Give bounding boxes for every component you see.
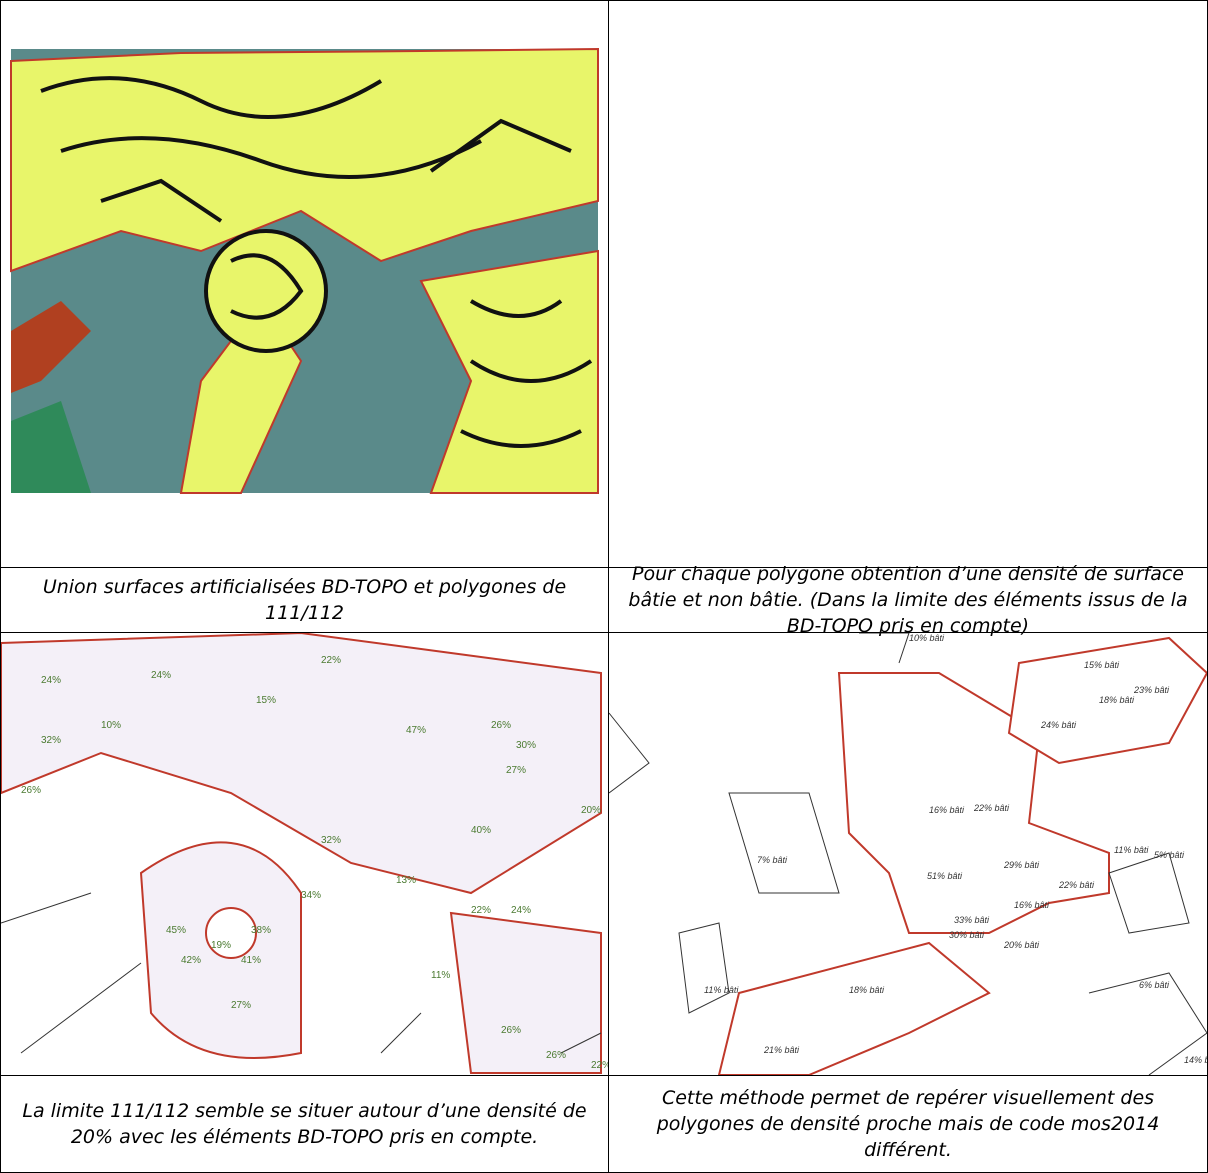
map-label: 22% xyxy=(321,655,341,666)
map-label: 6% bâti xyxy=(1139,980,1170,990)
map-label: 11% bâti xyxy=(704,985,739,995)
map-label: 18% bâti xyxy=(849,985,885,995)
map-label: 11% bâti xyxy=(1114,845,1149,855)
map-label: 18% bâti xyxy=(1099,695,1135,705)
map-label: 20% bâti xyxy=(1003,940,1040,950)
map-density-percent: 24% 24% 32% 10% 26% 15% 22% 47% 26% 30% 27% 32% 40% 2… xyxy=(1,633,608,1075)
map-label: 26% xyxy=(491,720,511,731)
map-label: 27% xyxy=(506,765,526,776)
caption: Pour chaque polygone obtention d’une den… xyxy=(608,567,1208,633)
map-label: 20% xyxy=(581,805,601,816)
map-label: 21% bâti xyxy=(763,1045,800,1055)
map-label: 42% xyxy=(181,955,201,966)
map-label: 40% xyxy=(471,825,491,836)
map-label: 30% bâti xyxy=(949,930,985,940)
map-label: 13% xyxy=(396,875,416,886)
caption: Cette méthode permet de repérer visuelle… xyxy=(608,1075,1208,1173)
map-label: 5% bâti xyxy=(1154,850,1185,860)
map-label: 24% xyxy=(151,670,171,681)
map-label: 27% xyxy=(231,1000,251,1011)
map-label: 33% bâti xyxy=(954,915,990,925)
caption: La limite 111/112 semble se situer autou… xyxy=(0,1075,609,1173)
map-label: 14% bâti xyxy=(1184,1055,1207,1065)
map-label: 22% xyxy=(591,1060,608,1071)
map-label: 10% bâti xyxy=(909,633,945,643)
map-label: 26% xyxy=(21,785,41,796)
map-label: 22% bâti xyxy=(1058,880,1095,890)
map-label: 26% xyxy=(546,1050,566,1061)
map-label: 30% xyxy=(516,740,536,751)
map-label: 19% xyxy=(211,940,231,951)
map-label: 47% xyxy=(406,725,426,736)
map-label: 26% xyxy=(501,1025,521,1036)
map-label: 24% bâti xyxy=(1040,720,1077,730)
page: FIDShape *surf_ocsid_ocsBATISURFACEDENSI… xyxy=(0,0,1208,1173)
map-label: 23% bâti xyxy=(1133,685,1170,695)
cell: 24% 24% 32% 10% 26% 15% 22% 47% 26% 30% 27% 32% 40% 2… xyxy=(0,632,609,1076)
map-label: 32% xyxy=(41,735,61,746)
cell xyxy=(0,0,609,568)
map-label: 16% bâti xyxy=(1014,900,1050,910)
map-label: 7% bâti xyxy=(757,855,788,865)
map-label: 15% xyxy=(256,695,276,706)
map-union xyxy=(1,1,608,567)
map-label: 51% bâti xyxy=(927,871,963,881)
map-label: 11% xyxy=(431,970,450,981)
cell: FIDShape *surf_ocsid_ocsBATISURFACEDENSI… xyxy=(608,0,1208,568)
map-label: 10% xyxy=(101,720,121,731)
caption: Union surfaces artificialisées BD-TOPO e… xyxy=(0,567,609,633)
map-label: 24% xyxy=(511,905,531,916)
map-label: 16% bâti xyxy=(929,805,965,815)
map-label: 38% xyxy=(251,925,271,936)
map-label: 41% xyxy=(241,955,261,966)
map-label: 34% xyxy=(301,890,321,901)
map-label: 29% bâti xyxy=(1003,860,1040,870)
map-label: 22% xyxy=(471,905,491,916)
map-label: 32% xyxy=(321,835,341,846)
map-label: 22% bâti xyxy=(973,803,1010,813)
map-label: 45% xyxy=(166,925,186,936)
map-label: 24% xyxy=(41,675,61,686)
map-label: 15% bâti xyxy=(1084,660,1120,670)
